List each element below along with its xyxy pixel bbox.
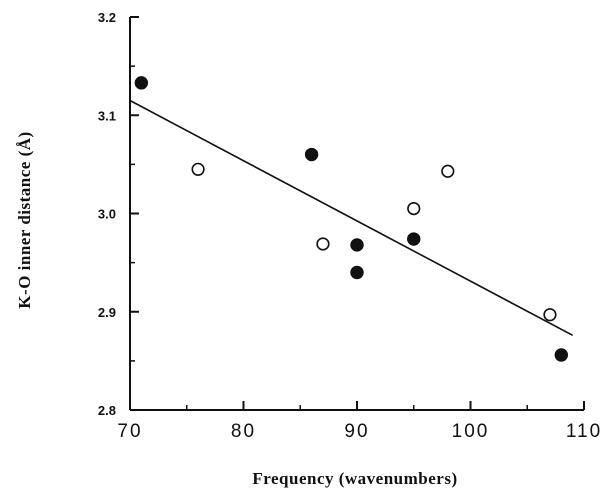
- y-tick-label: 2.8: [98, 403, 116, 418]
- x-tick-label: 110: [566, 421, 602, 442]
- open-data-point: [543, 308, 557, 322]
- y-tick-label: 3.2: [98, 10, 116, 25]
- y-axis: 2.8 2.9 3.0 3.1 3.2: [98, 10, 139, 418]
- x-tick-label: 80: [231, 421, 256, 442]
- y-tick-label: 3.0: [98, 207, 116, 222]
- filled-data-point: [350, 265, 364, 280]
- data-points: [134, 76, 568, 362]
- y-axis-title: K-O inner distance (Å): [15, 131, 34, 308]
- fit-line-group: [129, 99, 574, 337]
- filled-data-point: [134, 76, 149, 90]
- open-data-point: [191, 162, 205, 176]
- x-axis: 70 80 90 100 110: [117, 401, 602, 442]
- open-data-point: [441, 164, 455, 178]
- x-tick-label: 90: [344, 421, 369, 442]
- filled-data-point: [350, 238, 364, 252]
- x-tick-label: 70: [117, 421, 142, 442]
- y-tick-label: 3.1: [98, 108, 116, 123]
- x-tick-label: 100: [452, 421, 490, 442]
- filled-data-point: [407, 232, 421, 246]
- open-data-point: [316, 237, 330, 251]
- regression-line: [129, 99, 574, 337]
- filled-data-point: [304, 147, 319, 162]
- filled-data-point: [554, 348, 568, 362]
- y-tick-label: 2.9: [98, 305, 116, 320]
- x-axis-title: Frequency (wavenumbers): [252, 469, 457, 488]
- open-data-point: [407, 201, 421, 216]
